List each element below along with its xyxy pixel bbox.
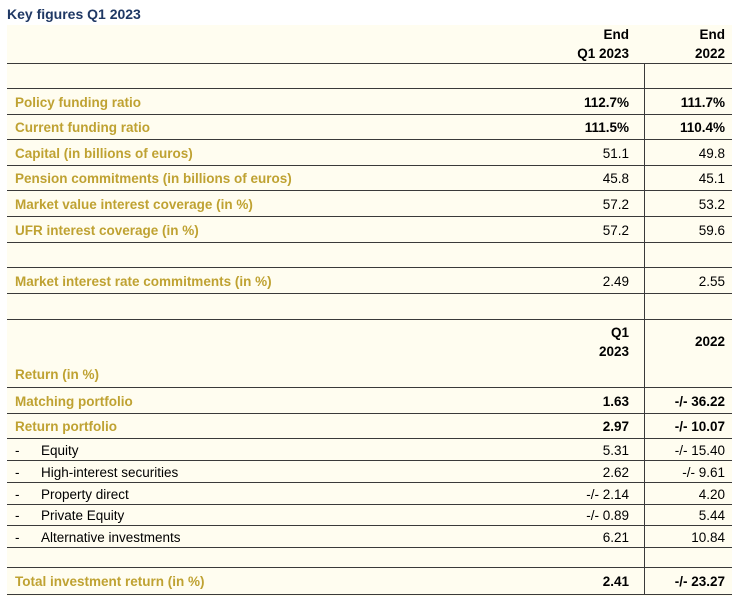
returns-header-q1-line1: Q1 [610,324,629,340]
row-value-q1: 2.62 [602,464,629,480]
header-col-2022-line1: End [699,27,726,42]
row-value-2022: -/- 23.27 [674,573,725,589]
spacer-row [7,63,732,89]
row-value-2022: -/- 15.40 [674,442,725,458]
sub-row: - Alternative investments 6.21 10.84 [7,525,732,548]
header-col-2022-line2: 2022 [694,46,725,61]
row-label: Pension commitments (in billions of euro… [15,171,292,186]
key-figures-table: End Q1 2023 End 2022 Policy funding rati… [7,25,732,596]
row-dash: - [15,442,20,458]
row-label: Equity [41,442,79,458]
returns-header-q1-line2: 2023 [598,343,629,359]
return-heading: Return (in %) [15,367,99,382]
sub-row: - Property direct -/- 2.14 4.20 [7,482,732,505]
row-value-q1: 45.8 [602,171,629,186]
header-col-2022: End 2022 [695,25,725,63]
spacer-row [7,547,732,568]
header-col-q1-2023: End Q1 2023 [577,25,629,63]
table-row: Market value interest coverage (in %) 57… [7,190,732,217]
spacer-row [7,293,732,320]
table-title: Key figures Q1 2023 [7,6,141,22]
row-dash: - [15,529,20,545]
row-value-2022: -/- 10.07 [674,419,725,434]
total-row: Total investment return (in %) 2.41 -/- … [7,567,732,595]
table-header-row: End Q1 2023 End 2022 [7,25,732,63]
table-row: Policy funding ratio 112.7% 111.7% [7,88,732,115]
table-row: UFR interest coverage (in %) 57.2 59.6 [7,216,732,243]
row-value-q1: 2.97 [602,419,629,434]
row-value-q1: -/- 2.14 [586,486,629,502]
row-dash: - [15,486,20,502]
row-value-2022: 5.44 [698,508,725,523]
row-value-2022: 4.20 [698,486,725,502]
row-value-q1: 51.1 [602,145,629,161]
sub-row: - Equity 5.31 -/- 15.40 [7,438,732,461]
header-col-q1-line1: End [603,27,630,42]
header-col-q1-line2: Q1 2023 [577,46,629,61]
sub-row: - High-interest securities 2.62 -/- 9.61 [7,460,732,483]
row-value-2022: -/- 9.61 [682,464,725,480]
returns-header-row: Q1 2023 2022 [7,319,732,363]
row-value-2022: 110.4% [679,120,725,135]
row-label: Total investment return (in %) [15,573,205,589]
table-row: Pension commitments (in billions of euro… [7,165,732,191]
row-value-q1: 2.49 [602,273,629,289]
row-value-q1: 2.41 [602,573,629,589]
row-value-2022: 10.84 [691,529,725,545]
row-label: Market value interest coverage (in %) [15,196,253,212]
row-value-2022: 53.2 [698,196,725,212]
sub-row: - Private Equity -/- 0.89 5.44 [7,504,732,526]
table-row: Matching portfolio 1.63 -/- 36.22 [7,387,732,414]
returns-header-col-q1: Q1 2023 [599,320,629,363]
row-label: Market interest rate commitments (in %) [15,273,272,289]
row-value-q1: 57.2 [602,222,629,238]
row-label: Current funding ratio [15,120,150,135]
row-label: High-interest securities [41,464,179,480]
row-label: Private Equity [41,508,125,523]
table-row: Capital (in billions of euros) 51.1 49.8 [7,139,732,166]
row-value-2022: 49.8 [698,145,725,161]
row-value-2022: 2.55 [698,273,725,289]
row-value-q1: 5.31 [602,442,629,458]
row-value-q1: 57.2 [602,196,629,212]
row-value-q1: 112.7% [583,94,629,110]
row-label: Matching portfolio [15,393,133,409]
row-value-q1: 1.63 [602,393,629,409]
row-label: Return portfolio [15,419,117,434]
row-label: Property direct [41,486,129,502]
row-label: UFR interest coverage (in %) [15,222,199,238]
row-value-2022: 45.1 [698,171,725,186]
row-value-2022: -/- 36.22 [674,393,725,409]
return-heading-row: Return (in %) [7,362,732,387]
row-value-2022: 111.7% [680,94,725,110]
row-label: Capital (in billions of euros) [15,145,193,161]
row-value-q1: 111.5% [584,120,629,135]
table-row: Market interest rate commitments (in %) … [7,267,732,294]
table-row: Return portfolio 2.97 -/- 10.07 [7,413,732,439]
table-row: Current funding ratio 111.5% 110.4% [7,114,732,140]
row-dash: - [15,508,20,523]
row-value-q1: -/- 0.89 [586,508,629,523]
row-label: Policy funding ratio [15,94,142,110]
row-dash: - [15,464,20,480]
returns-header-col-2022: 2022 [694,334,725,349]
row-value-2022: 59.6 [698,222,725,238]
row-label: Alternative investments [41,529,181,545]
row-value-q1: 6.21 [602,529,629,545]
spacer-row [7,242,732,268]
